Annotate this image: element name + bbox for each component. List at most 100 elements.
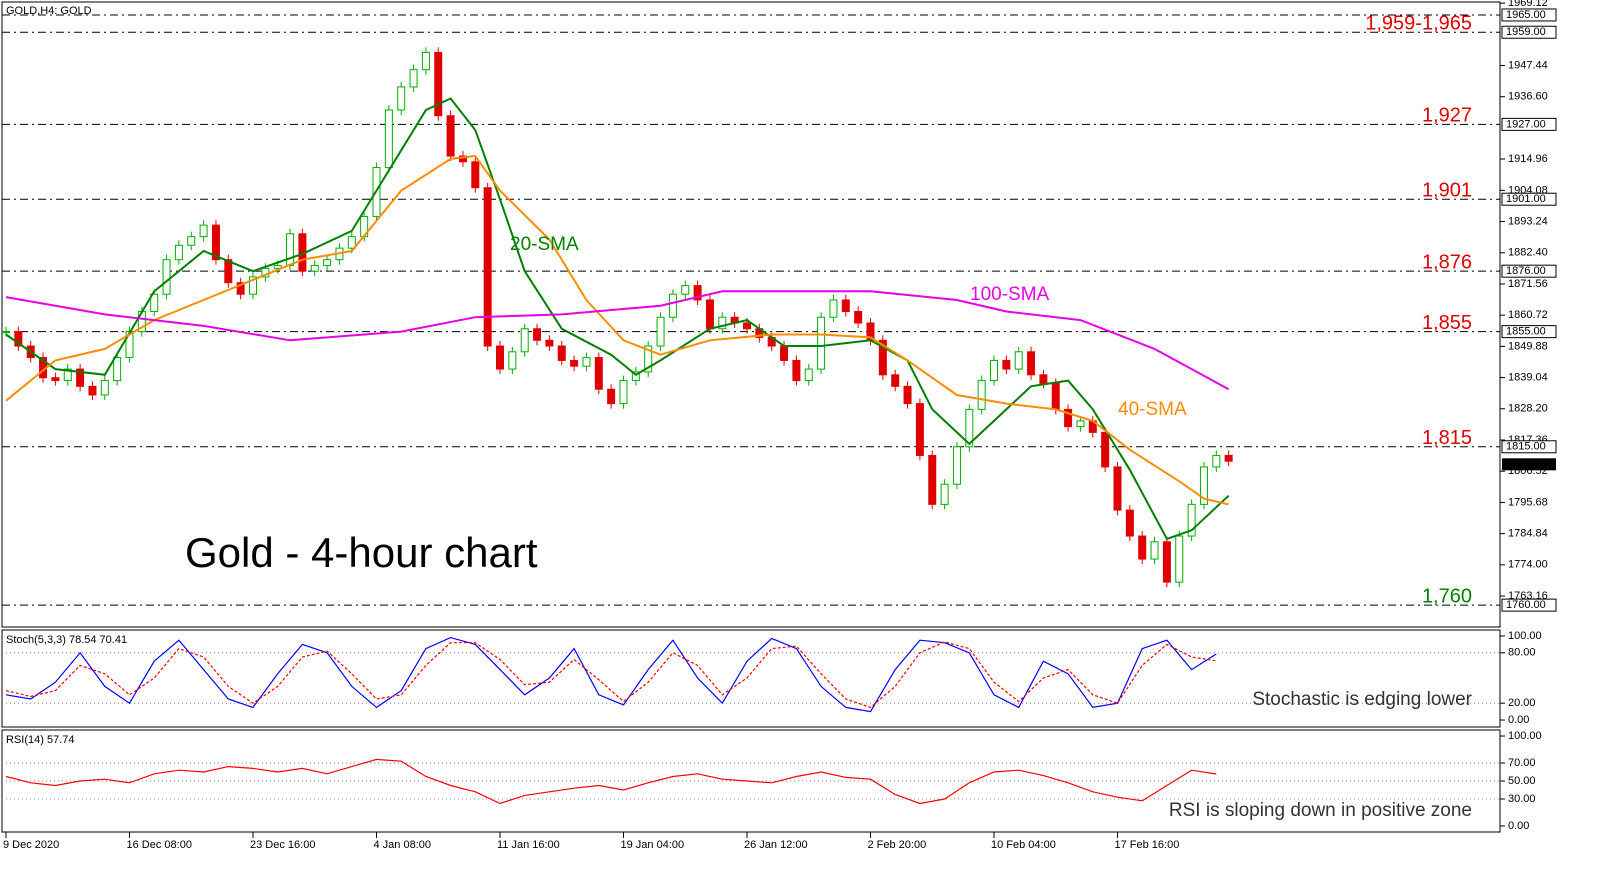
- candle-body: [1187, 503, 1196, 537]
- y-tick-label: 50.00: [1508, 775, 1536, 787]
- sma-label: 40-SMA: [1118, 399, 1187, 420]
- candle-body: [743, 322, 751, 330]
- candle-body: [817, 316, 826, 370]
- sma-label: 20-SMA: [510, 234, 579, 255]
- sma-line: [5, 154, 1229, 506]
- y-tick-label: 1784.84: [1508, 528, 1548, 540]
- candle-body: [990, 359, 998, 382]
- candle-body: [952, 446, 961, 485]
- candle-body: [236, 282, 245, 295]
- x-tick-label: 16 Dec 08:00: [127, 839, 192, 851]
- last-price-label: 1808.91: [1506, 458, 1546, 470]
- candle-body: [397, 86, 406, 111]
- level-label: 1965.00: [1506, 9, 1546, 21]
- candle-body: [88, 385, 97, 396]
- candle-body: [446, 115, 455, 157]
- candle-body: [249, 276, 257, 295]
- candle-body: [458, 155, 467, 163]
- candle-body: [804, 368, 813, 382]
- indicator-line: [5, 758, 1217, 805]
- candle-body: [1064, 408, 1073, 428]
- level-label: 1927.00: [1506, 118, 1546, 130]
- candle-body: [100, 380, 109, 396]
- level-label: 1959.00: [1506, 26, 1546, 38]
- y-tick-label: 1936.60: [1508, 91, 1548, 103]
- candle-body: [915, 403, 924, 456]
- y-tick-label: 100.00: [1508, 730, 1542, 742]
- candle-body: [409, 69, 418, 88]
- indicator-line: [5, 636, 1217, 713]
- candle-body: [829, 299, 838, 318]
- y-tick-label: 0.00: [1508, 714, 1529, 726]
- candle-body: [631, 371, 640, 382]
- x-tick-label: 11 Jan 16:00: [497, 839, 560, 851]
- panel-annotation: Stochastic is edging lower: [1252, 689, 1472, 710]
- candle-body: [51, 377, 60, 382]
- level-label: 1815.00: [1506, 441, 1546, 453]
- x-tick-label: 2 Feb 20:00: [868, 839, 927, 851]
- candle-body: [854, 310, 863, 324]
- candle-body: [471, 161, 480, 189]
- level-label: 1876.00: [1506, 265, 1546, 277]
- y-tick-label: 80.00: [1508, 647, 1536, 659]
- candle-body: [619, 380, 628, 405]
- candle-body: [841, 299, 850, 312]
- level-box: [1501, 8, 1557, 22]
- candle-body: [508, 351, 517, 370]
- main-frame: [1, 1, 1501, 628]
- candle-body: [582, 357, 591, 367]
- candle-body: [496, 345, 504, 370]
- panel-annotation: RSI is sloping down in positive zone: [1169, 800, 1472, 821]
- candle-body: [668, 293, 677, 318]
- level-box: [1501, 264, 1557, 278]
- last-price-box: [1502, 458, 1556, 471]
- chart-header: GOLD,H4: GOLD: [6, 5, 92, 17]
- level-box: [1501, 598, 1557, 612]
- y-tick-label: 20.00: [1508, 697, 1536, 709]
- candle-body: [2, 331, 10, 334]
- candle-body: [347, 236, 356, 249]
- candle-body: [150, 293, 159, 312]
- candle-body: [656, 316, 665, 347]
- panel-title: Stoch(5,3,3) 78.54 70.41: [6, 634, 127, 646]
- level-annotation: 1,901: [1422, 179, 1472, 201]
- candle-body: [199, 224, 208, 238]
- y-tick-label: 30.00: [1508, 793, 1536, 805]
- candle-body: [1162, 541, 1171, 583]
- level-label: 1901.00: [1506, 193, 1546, 205]
- x-tick-label: 26 Jan 12:00: [744, 839, 808, 851]
- candle-body: [681, 285, 690, 295]
- y-tick-label: 1839.04: [1508, 371, 1548, 383]
- candle-body: [76, 368, 85, 387]
- level-box: [1501, 440, 1557, 454]
- x-tick-label: 9 Dec 2020: [3, 839, 59, 851]
- level-box: [1501, 25, 1557, 39]
- y-tick-label: 1795.68: [1508, 496, 1548, 508]
- candle-body: [1076, 420, 1085, 428]
- candle-body: [903, 385, 912, 405]
- level-label: 1855.00: [1506, 326, 1546, 338]
- y-tick-label: 0.00: [1508, 820, 1529, 832]
- candle-body: [1125, 509, 1134, 537]
- chart-title: Gold - 4-hour chart: [185, 529, 538, 576]
- candle-body: [14, 331, 23, 347]
- candle-body: [644, 345, 653, 373]
- candle-body: [891, 374, 900, 387]
- y-tick-label: 1947.44: [1508, 59, 1548, 71]
- candle-body: [273, 264, 282, 269]
- main-plot: [2, 14, 1500, 606]
- candle-body: [286, 233, 295, 266]
- candle-body: [940, 483, 949, 505]
- stoch-frame: [1, 629, 1501, 728]
- candle-body: [1138, 535, 1147, 560]
- candle-body: [928, 454, 937, 505]
- y-tick-label: 1969.12: [1508, 0, 1548, 9]
- y-tick-label: 1774.00: [1508, 559, 1548, 571]
- candle-body: [1175, 535, 1184, 583]
- sma-line: [5, 290, 1230, 391]
- overlay: 1969.121947.441936.601914.961904.081893.…: [3, 0, 1557, 851]
- y-tick-label: 1914.96: [1508, 153, 1548, 165]
- candle-body: [878, 339, 887, 376]
- level-box: [1501, 192, 1557, 206]
